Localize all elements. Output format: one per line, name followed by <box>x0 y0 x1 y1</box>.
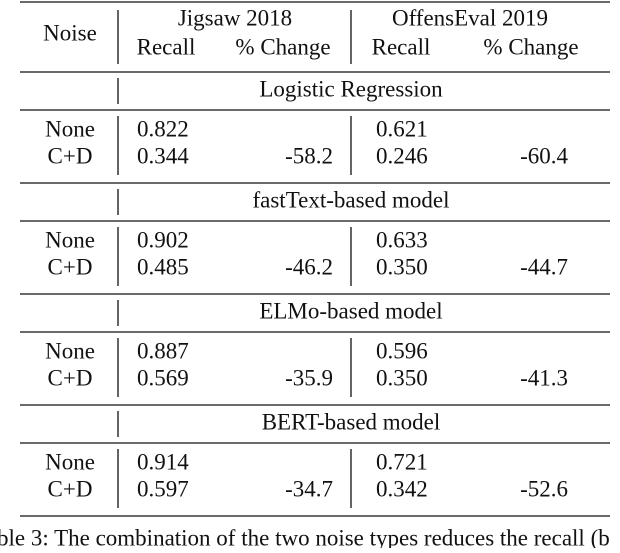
cell: 0.822 <box>137 116 189 141</box>
cell: 0.621 <box>376 116 428 141</box>
section-title: BERT-based model <box>262 409 441 434</box>
cell: 0.914 <box>137 449 189 474</box>
cell: 0.887 <box>137 338 189 363</box>
column-header: % Change <box>235 34 330 59</box>
cell: 0.350 <box>376 365 428 390</box>
cell: C+D <box>48 143 93 168</box>
cell: None <box>45 338 95 363</box>
cell: -41.3 <box>520 365 568 390</box>
cell: None <box>45 449 95 474</box>
cell: C+D <box>48 254 93 279</box>
cell: -35.9 <box>285 365 333 390</box>
cell: 0.596 <box>376 338 428 363</box>
cell: 0.633 <box>376 227 428 252</box>
cell: 0.902 <box>137 227 189 252</box>
cell: -52.6 <box>520 476 568 501</box>
cell: 0.342 <box>376 476 428 501</box>
column-header: % Change <box>483 34 578 59</box>
header-noise: Noise <box>43 20 97 45</box>
cell: None <box>45 227 95 252</box>
column-header: Recall <box>372 34 431 59</box>
column-header: Recall <box>137 34 196 59</box>
group-header: Jigsaw 2018 <box>178 5 292 30</box>
cell: 0.569 <box>137 365 189 390</box>
cell: 0.597 <box>137 476 189 501</box>
cell: 0.721 <box>376 449 428 474</box>
cell: C+D <box>48 476 93 501</box>
cell: 0.350 <box>376 254 428 279</box>
cell: -34.7 <box>285 476 333 501</box>
cell: None <box>45 116 95 141</box>
group-header: OffensEval 2019 <box>392 5 548 30</box>
cell: 0.344 <box>137 143 189 168</box>
cell: C+D <box>48 365 93 390</box>
cell: 0.246 <box>376 143 428 168</box>
cell: -46.2 <box>285 254 333 279</box>
cell: 0.485 <box>137 254 189 279</box>
section-title: Logistic Regression <box>259 76 443 101</box>
section-title: fastText-based model <box>252 187 449 212</box>
cell: -44.7 <box>520 254 568 279</box>
section-title: ELMo-based model <box>259 298 442 323</box>
cell: -60.4 <box>520 143 568 168</box>
caption: ble 3: The combination of the two noise … <box>0 525 610 548</box>
cell: -58.2 <box>285 143 333 168</box>
